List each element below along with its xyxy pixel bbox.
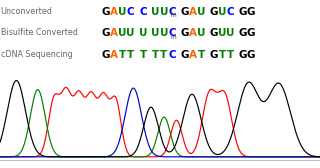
Text: G: G: [210, 50, 218, 60]
Text: U: U: [160, 28, 168, 38]
Text: U: U: [197, 7, 205, 17]
Text: G: G: [239, 7, 247, 17]
Text: A: A: [189, 28, 197, 38]
Text: T: T: [219, 50, 226, 60]
Text: G: G: [180, 7, 189, 17]
Text: C: C: [168, 50, 176, 60]
Text: C: C: [227, 7, 234, 17]
Text: G: G: [101, 7, 110, 17]
Text: G: G: [101, 28, 110, 38]
Text: U: U: [118, 7, 126, 17]
Text: Unconverted: Unconverted: [1, 7, 52, 16]
Text: m: m: [171, 13, 177, 18]
Text: G: G: [247, 50, 255, 60]
Text: U: U: [151, 28, 160, 38]
Text: C: C: [127, 7, 134, 17]
Text: U: U: [197, 28, 205, 38]
Text: m: m: [171, 35, 177, 40]
Text: G: G: [101, 50, 110, 60]
Text: T: T: [227, 50, 234, 60]
Text: C: C: [139, 7, 147, 17]
Text: A: A: [110, 28, 118, 38]
Text: G: G: [210, 28, 218, 38]
Text: C: C: [168, 28, 176, 38]
Text: A: A: [189, 7, 197, 17]
Text: U: U: [160, 7, 168, 17]
Text: T: T: [160, 50, 167, 60]
Text: T: T: [198, 50, 205, 60]
Text: G: G: [247, 28, 255, 38]
Text: Bisulfite Converted: Bisulfite Converted: [1, 28, 77, 37]
Text: T: T: [127, 50, 134, 60]
Text: U: U: [218, 28, 226, 38]
Text: T: T: [119, 50, 126, 60]
Text: A: A: [189, 50, 197, 60]
Text: G: G: [239, 50, 247, 60]
Text: T: T: [152, 50, 159, 60]
Text: G: G: [180, 28, 189, 38]
Text: U: U: [151, 7, 160, 17]
Text: U: U: [218, 7, 226, 17]
Text: T: T: [140, 50, 147, 60]
Text: U: U: [226, 28, 235, 38]
Text: G: G: [180, 50, 189, 60]
Text: U: U: [139, 28, 147, 38]
Text: U: U: [126, 28, 135, 38]
Text: G: G: [247, 7, 255, 17]
Text: U: U: [118, 28, 126, 38]
Text: G: G: [239, 28, 247, 38]
Text: A: A: [110, 50, 118, 60]
Text: cDNA Sequencing: cDNA Sequencing: [1, 50, 72, 59]
Text: A: A: [110, 7, 118, 17]
Text: G: G: [210, 7, 218, 17]
Text: C: C: [168, 7, 176, 17]
